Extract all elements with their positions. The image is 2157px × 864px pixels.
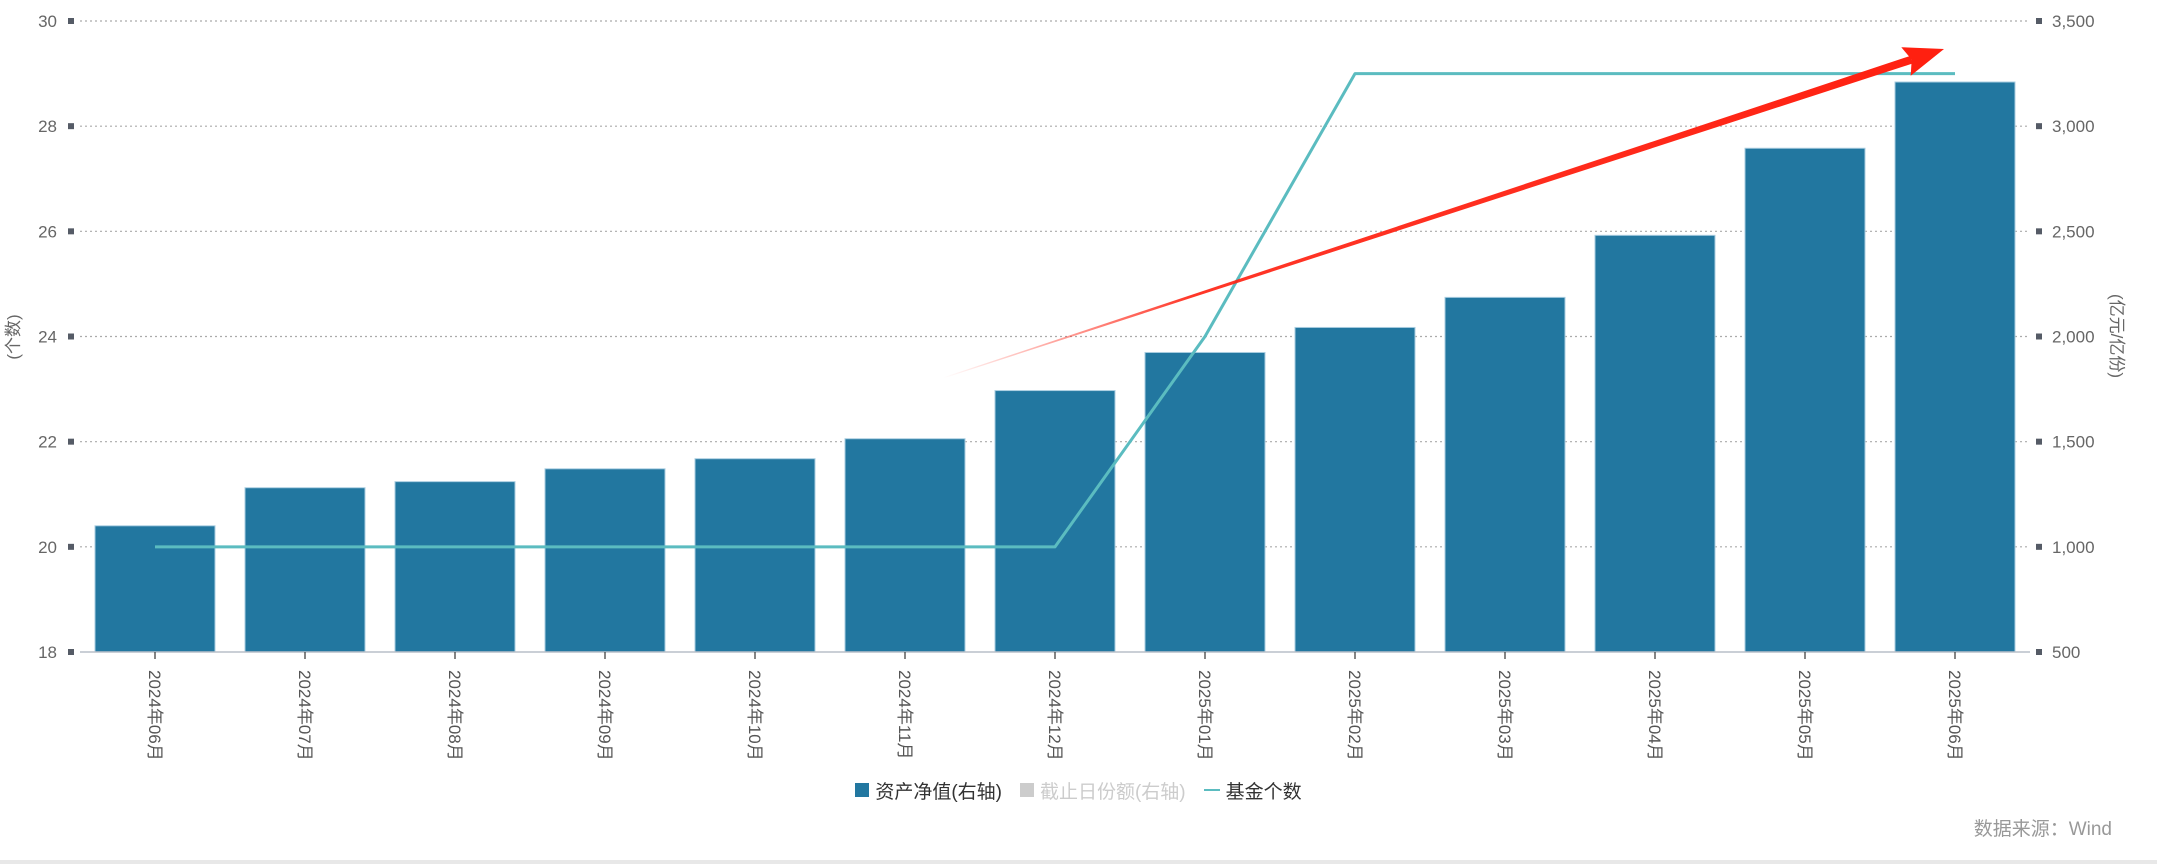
tick-marker: [2036, 333, 2042, 340]
bar[interactable]: [1894, 81, 2016, 653]
legend-item-shares[interactable]: 截止日份额(右轴): [1019, 777, 1186, 804]
x-tick-label: 2025年04月: [1645, 670, 1664, 761]
left-axis-title: (个数): [4, 314, 23, 359]
bar[interactable]: [94, 525, 216, 653]
tick-marker: [2036, 123, 2042, 130]
x-tick-label: 2025年06月: [1945, 670, 1964, 761]
arrow-shaft: [942, 55, 1913, 379]
tick-marker: [68, 333, 74, 340]
tick-marker: [68, 543, 74, 550]
bar[interactable]: [394, 481, 516, 653]
x-tick-label: 2024年06月: [145, 670, 164, 761]
line-series-fund-count: [155, 72, 1955, 549]
x-axis: 2024年06月 2024年07月 2024年08月 2024年09月 2024年10月…: [80, 651, 2030, 761]
right-tick-label: 2,000: [2052, 328, 2095, 347]
x-tick-label: 2024年08月: [445, 670, 464, 761]
bar[interactable]: [694, 458, 816, 653]
tick-marker: [2036, 438, 2042, 445]
x-tick-label: 2025年01月: [1195, 670, 1214, 761]
tick-marker: [68, 18, 74, 24]
x-tick-label: 2024年11月: [895, 670, 914, 759]
right-tick-label: 1,500: [2052, 433, 2095, 452]
tick-marker: [2036, 543, 2042, 550]
tick-marker: [68, 649, 74, 655]
right-tick-label: 500: [2052, 643, 2080, 662]
left-tick-label: 24: [38, 328, 57, 347]
legend-item-net-asset[interactable]: 资产净值(右轴): [855, 777, 1002, 804]
legend-line-icon: [1203, 789, 1220, 791]
bar[interactable]: [1144, 351, 1266, 653]
trend-arrow-annotation: [942, 47, 1944, 379]
x-tick-label: 2024年09月: [595, 670, 614, 761]
right-tick-label: 3,000: [2052, 117, 2095, 136]
x-tick-label: 2025年05月: [1795, 670, 1814, 761]
right-tick-label: 2,500: [2052, 222, 2095, 241]
legend-square-icon: [855, 783, 870, 797]
x-tick-label: 2025年03月: [1495, 670, 1514, 761]
bar-series-net-asset: [94, 81, 2016, 653]
legend-item-fund-count[interactable]: 基金个数: [1203, 777, 1302, 804]
left-tick-label: 26: [38, 222, 57, 241]
left-tick-label: 30: [38, 12, 57, 31]
arrow-head-icon: [1901, 47, 1944, 76]
legend-label: 资产净值(右轴): [875, 781, 1002, 803]
right-tick-label: 3,500: [2052, 12, 2095, 31]
tick-marker: [68, 228, 74, 235]
x-tick-label: 2024年07月: [295, 670, 314, 761]
right-y-axis: 500 1,000 1,500 2,000 2,500 3,000 3,500: [2036, 12, 2095, 662]
fund-count-line[interactable]: [155, 72, 1955, 549]
x-tick-label: 2025年02月: [1345, 670, 1364, 761]
legend: 资产净值(右轴) 截止日份额(右轴) 基金个数: [0, 776, 2157, 804]
left-tick-label: 22: [38, 433, 57, 452]
bar[interactable]: [244, 487, 366, 653]
bar[interactable]: [1744, 147, 1866, 653]
legend-square-icon: [1019, 783, 1034, 797]
right-axis-title: (亿元/亿份): [2107, 294, 2126, 378]
x-tick-label: 2024年10月: [745, 670, 764, 761]
bar[interactable]: [1594, 234, 1716, 653]
legend-label: 截止日份额(右轴): [1039, 781, 1186, 803]
bar[interactable]: [1294, 326, 1416, 653]
left-tick-label: 18: [38, 643, 57, 662]
bar[interactable]: [994, 390, 1116, 653]
tick-marker: [2036, 18, 2042, 24]
left-tick-label: 20: [38, 538, 57, 557]
left-tick-label: 28: [38, 117, 57, 136]
tick-marker: [68, 438, 74, 445]
right-tick-label: 1,000: [2052, 538, 2095, 557]
left-y-axis: 18 20 22 24 26 28 30: [38, 12, 74, 662]
bar[interactable]: [1444, 296, 1566, 653]
tick-marker: [2036, 649, 2042, 655]
legend-label: 基金个数: [1225, 781, 1302, 803]
bar[interactable]: [544, 468, 666, 653]
bottom-divider: [0, 860, 2157, 864]
data-source-note: 数据来源：Wind: [1973, 819, 2112, 840]
x-tick-label: 2024年12月: [1045, 670, 1064, 761]
tick-marker: [2036, 228, 2042, 235]
tick-marker: [68, 123, 74, 130]
